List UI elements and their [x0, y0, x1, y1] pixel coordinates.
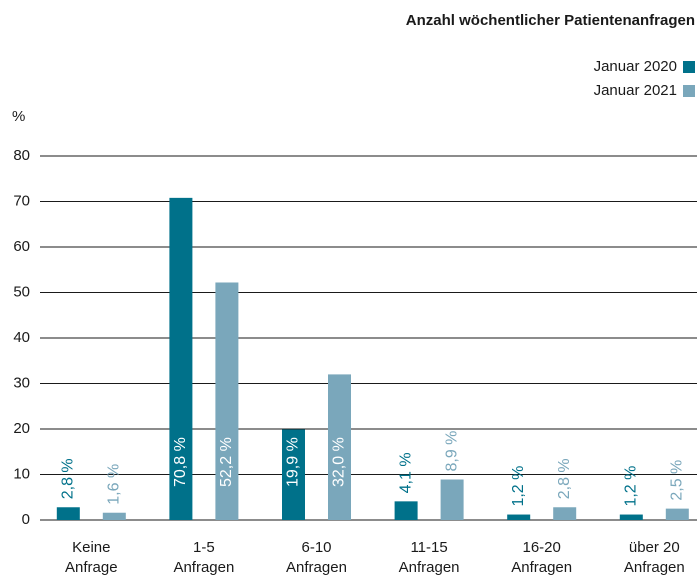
legend-label: Januar 2021	[594, 82, 677, 99]
bar	[619, 514, 643, 520]
y-tick-label: 20	[13, 420, 30, 437]
bar	[665, 508, 689, 520]
x-tick-label: Keine Anfrage	[65, 539, 118, 576]
bar	[394, 501, 418, 520]
bar	[553, 507, 577, 520]
y-tick-label: 80	[13, 147, 30, 164]
value-label: 4,1 %	[397, 452, 414, 493]
bar	[507, 514, 531, 520]
value-label: 2,5 %	[669, 460, 686, 501]
value-label: 2,8 %	[60, 458, 77, 499]
value-label: 19,9 %	[285, 437, 302, 487]
y-tick-label: 50	[13, 283, 30, 300]
x-tick-label: über 20 Anfragen	[623, 539, 685, 576]
value-label: 8,9 %	[443, 431, 460, 472]
y-tick-label: 40	[13, 329, 30, 346]
value-label: 1,2 %	[510, 466, 527, 507]
y-tick-label: 30	[13, 374, 30, 391]
bar	[169, 197, 193, 521]
y-axis-label: %	[12, 108, 25, 125]
x-tick-label: 6-10 Anfragen	[286, 539, 347, 576]
y-tick-label: 0	[22, 511, 30, 528]
bar	[328, 374, 351, 520]
legend-label: Januar 2020	[594, 58, 677, 75]
x-tick-label: 16-20 Anfragen	[511, 539, 573, 576]
y-tick-label: 10	[13, 465, 30, 482]
bar	[282, 429, 305, 520]
value-label: 52,2 %	[218, 437, 235, 487]
x-tick-label: 1-5 Anfragen	[173, 539, 235, 576]
legend-swatch	[683, 61, 695, 73]
value-label: 32,0 %	[331, 437, 348, 487]
value-label: 1,2 %	[623, 466, 640, 507]
y-tick-label: 60	[13, 238, 30, 255]
value-label: 2,8 %	[556, 458, 573, 499]
bar	[102, 512, 126, 520]
value-label: 1,6 %	[106, 464, 123, 505]
x-tick-label: 11-15 Anfragen	[398, 539, 460, 576]
value-label: 70,8 %	[172, 437, 189, 487]
chart-title: Anzahl wöchentlicher Patientenanfragen	[406, 12, 695, 29]
bar	[440, 479, 464, 520]
bar	[56, 507, 80, 520]
bar	[215, 282, 239, 520]
y-tick-label: 70	[13, 192, 30, 209]
legend-swatch	[683, 85, 695, 97]
